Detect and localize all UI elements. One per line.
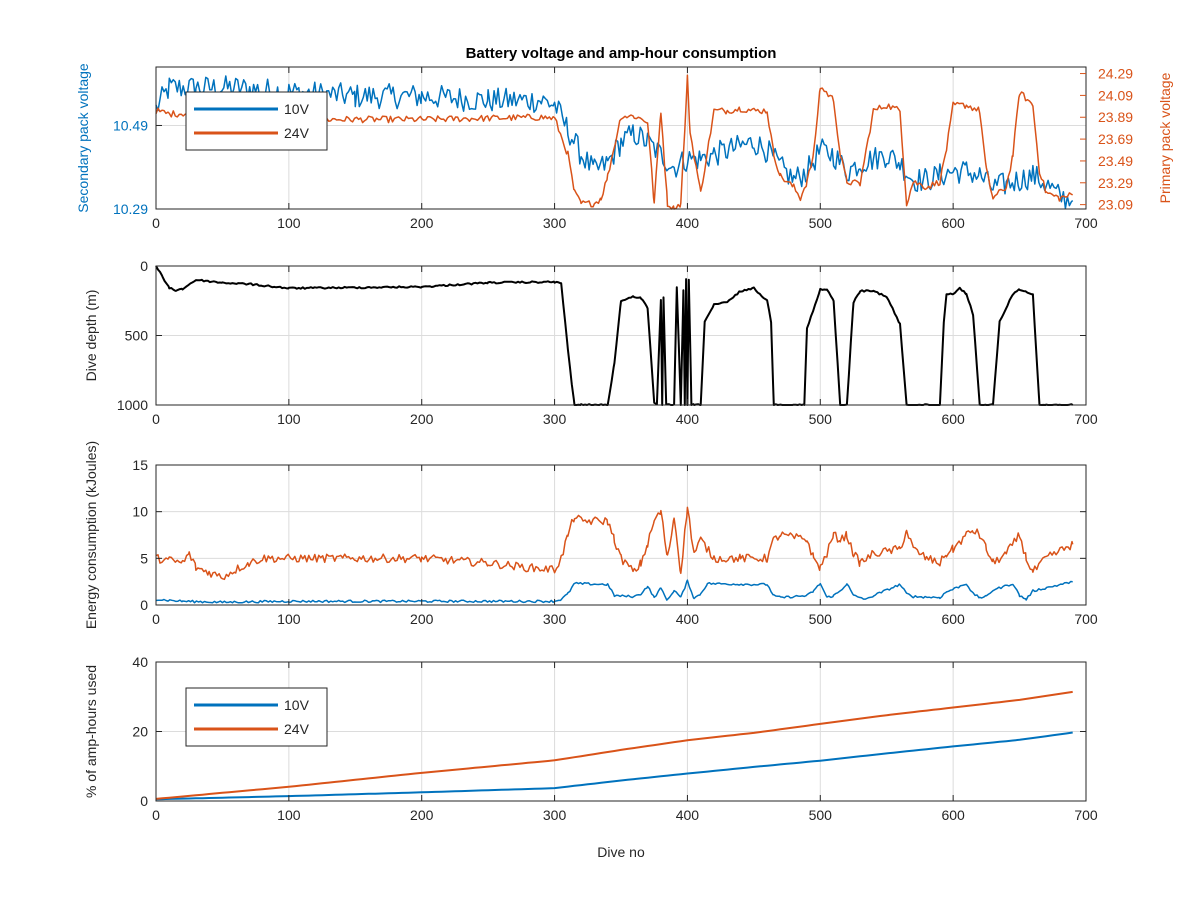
- x-tick-label: 100: [277, 215, 301, 231]
- x-tick-label: 700: [1074, 411, 1098, 427]
- x-tick-label: 0: [152, 411, 160, 427]
- x-tick-label: 700: [1074, 611, 1098, 627]
- plot-area: [156, 465, 1086, 605]
- legend-box: [185, 91, 328, 151]
- series-line-10v: [155, 731, 1073, 801]
- x-tick-label: 100: [277, 411, 301, 427]
- y2-axis-label: Primary pack voltage: [1157, 72, 1173, 203]
- x-tick-label: 200: [410, 611, 434, 627]
- y-tick-label: 0: [140, 258, 148, 274]
- series-line-24v: [155, 690, 1073, 800]
- x-tick-label: 400: [676, 411, 700, 427]
- x-axis-label: Dive no: [597, 844, 645, 860]
- x-tick-label: 500: [809, 807, 833, 823]
- panel-2: 0 100 200 300 400 500 600 700 0 500 1000 Dive depth…: [83, 258, 1098, 427]
- y-axis-label: Energy consumption (kJoules): [83, 441, 99, 629]
- y-tick-label: 5: [140, 550, 148, 566]
- y-tick-label: 0: [140, 597, 148, 613]
- x-tick-label: 300: [543, 807, 567, 823]
- y2-tick-label: 24.29: [1098, 66, 1133, 82]
- x-tick-label: 0: [152, 611, 160, 627]
- x-tick-label: 500: [809, 215, 833, 231]
- x-tick-label: 500: [809, 411, 833, 427]
- legend-box: [185, 687, 328, 747]
- y2-tick-label: 23.09: [1098, 197, 1133, 213]
- x-tick-label: 100: [277, 611, 301, 627]
- y-tick-label: 10: [132, 504, 148, 520]
- x-tick-label: 400: [676, 611, 700, 627]
- axes-frame: [155, 464, 1087, 606]
- x-tick-label: 0: [152, 215, 160, 231]
- chart-panels: 0 100 200 300 400 500 600 70010.2910.49Secondar…: [75, 63, 1173, 823]
- y2-tick-label: 23.89: [1098, 109, 1133, 125]
- x-tick-label: 200: [410, 411, 434, 427]
- figure-title: Battery voltage and amp-hour consumption: [466, 45, 777, 62]
- x-tick-label: 200: [410, 807, 434, 823]
- x-tick-label: 700: [1074, 215, 1098, 231]
- legend-label-10v: 10V: [284, 101, 310, 117]
- x-tick-label: 700: [1074, 807, 1098, 823]
- legend: 10V 24V: [185, 687, 328, 747]
- legend-label-24v: 24V: [284, 721, 310, 737]
- y-tick-label: 15: [132, 457, 148, 473]
- x-tick-label: 400: [676, 807, 700, 823]
- panel-3: 0 100 200 300 400 500 600 700 0 5 10 15 Energy consu…: [83, 441, 1098, 629]
- legend-label-24v: 24V: [284, 125, 310, 141]
- y-tick-label: 10.29: [113, 201, 148, 217]
- legend-label-10v: 10V: [284, 697, 310, 713]
- y-axis-label: Secondary pack voltage: [75, 63, 91, 213]
- x-tick-label: 500: [809, 611, 833, 627]
- y2-tick-label: 24.09: [1098, 87, 1133, 103]
- y-tick-label: 0: [140, 793, 148, 809]
- x-tick-label: 300: [543, 611, 567, 627]
- legend: 10V 24V: [185, 91, 328, 151]
- y-axis-label: Dive depth (m): [83, 290, 99, 382]
- y-tick-label: 20: [132, 724, 148, 740]
- series-line-24v: [155, 506, 1074, 581]
- x-tick-label: 600: [941, 611, 965, 627]
- x-tick-label: 600: [941, 215, 965, 231]
- x-tick-label: 600: [941, 807, 965, 823]
- y-tick-label: 10.49: [113, 117, 148, 133]
- x-tick-label: 300: [543, 215, 567, 231]
- series-line-10v: [155, 579, 1073, 604]
- y-tick-label: 40: [132, 654, 148, 670]
- y2-tick-label: 23.69: [1098, 131, 1133, 147]
- panel-1: 0 100 200 300 400 500 600 700 10.29 10.49 Secondar…: [75, 63, 1173, 231]
- x-tick-label: 0: [152, 807, 160, 823]
- x-tick-label: 600: [941, 411, 965, 427]
- y2-tick-label: 23.29: [1098, 175, 1133, 191]
- y-tick-label: 500: [125, 328, 149, 344]
- y-axis-label: % of amp-hours used: [83, 665, 99, 798]
- x-tick-label: 200: [410, 215, 434, 231]
- y2-tick-label: 23.49: [1098, 153, 1133, 169]
- x-tick-label: 400: [676, 215, 700, 231]
- x-tick-label: 100: [277, 807, 301, 823]
- panel-4: 0 100 200 300 400 500 600 700 0 20 40 % of amp-hour…: [83, 654, 1098, 823]
- axes-frame: [155, 66, 1087, 210]
- x-tick-label: 300: [543, 411, 567, 427]
- y-tick-label: 1000: [117, 397, 148, 413]
- series-line-depth: [155, 265, 1074, 406]
